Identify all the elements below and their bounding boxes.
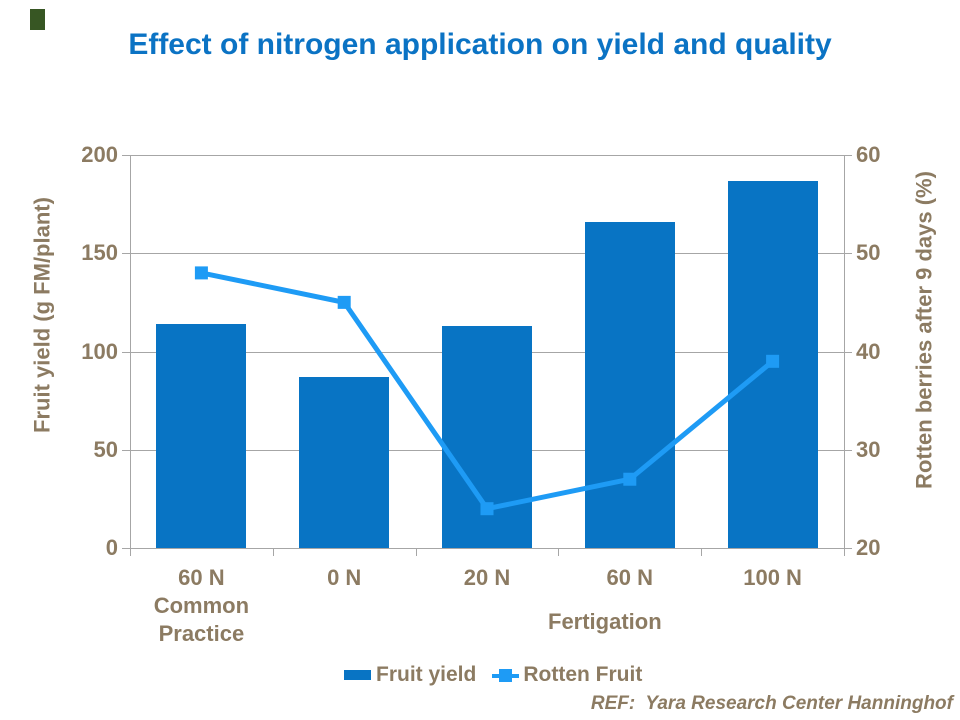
left-axis-title: Fruit yield (g FM/plant) [29,197,55,433]
gridline [130,253,844,255]
x-axis-tick [272,548,274,556]
line-marker [194,266,208,280]
line-marker [623,472,637,486]
y2-axis-tick [844,155,852,156]
y2-axis-tick [844,449,852,451]
fruit-yield-swatch-icon [344,670,371,680]
y-axis-tick [122,155,130,156]
x-axis-category-label: 100 N [743,565,802,590]
y2-axis-tick-label: 40 [856,338,881,364]
gridline [130,548,844,549]
line-marker [766,354,780,368]
corner-brand-mark [30,9,45,30]
y-axis-tick-label: 50 [93,436,118,462]
y2-axis-tick [844,548,852,549]
legend-label-rotten-fruit: Rotten Fruit [523,663,643,686]
y-axis-tick-label: 150 [81,240,118,266]
x-axis-tick [415,548,417,556]
y2-axis-tick [844,253,852,255]
y-axis-tick [122,548,130,549]
reference-text: REF: Yara Research Center Hanninghof [590,693,953,714]
y-axis-tick-label: 100 [81,338,118,364]
left-axis-line [130,155,131,548]
x-axis-category-label: 60 N [606,565,654,590]
y2-axis-tick-label: 30 [856,436,881,462]
x-axis-tick [844,548,845,556]
bar [584,221,675,548]
rotten-fruit-line [194,266,780,516]
bar [299,377,390,548]
bar [156,323,247,548]
y-axis-tick [122,449,130,451]
x-axis-category-label: 60 N Common Practice [153,565,250,646]
x-axis-tick [558,548,560,556]
legend-label-fruit-yield: Fruit yield [376,663,477,686]
y-axis-tick [122,253,130,255]
rotten-fruit-swatch-icon [492,668,520,682]
y2-axis-tick-label: 60 [856,142,881,167]
x-axis-tick [130,548,131,556]
x-axis-category-label: 20 N [463,565,511,590]
gridline [130,155,844,156]
y-axis-tick-label: 200 [81,142,118,167]
line-marker [480,502,494,516]
chart-title: Effect of nitrogen application on yield … [128,28,832,61]
y-axis-tick [122,351,130,353]
legend: Fruit yield Rotten Fruit [344,662,642,688]
x-axis-category-label: 0 N [327,565,362,590]
y2-axis-tick-label: 20 [856,535,881,560]
fertigation-group-label: Fertigation [548,609,662,634]
right-axis-title: Rotten berries after 9 days (%) [911,171,937,489]
x-axis-tick [701,548,703,556]
y2-axis-tick-label: 50 [856,240,881,266]
line-marker [337,295,351,309]
y2-axis-tick [844,351,852,353]
y-axis-tick-label: 0 [105,535,118,560]
